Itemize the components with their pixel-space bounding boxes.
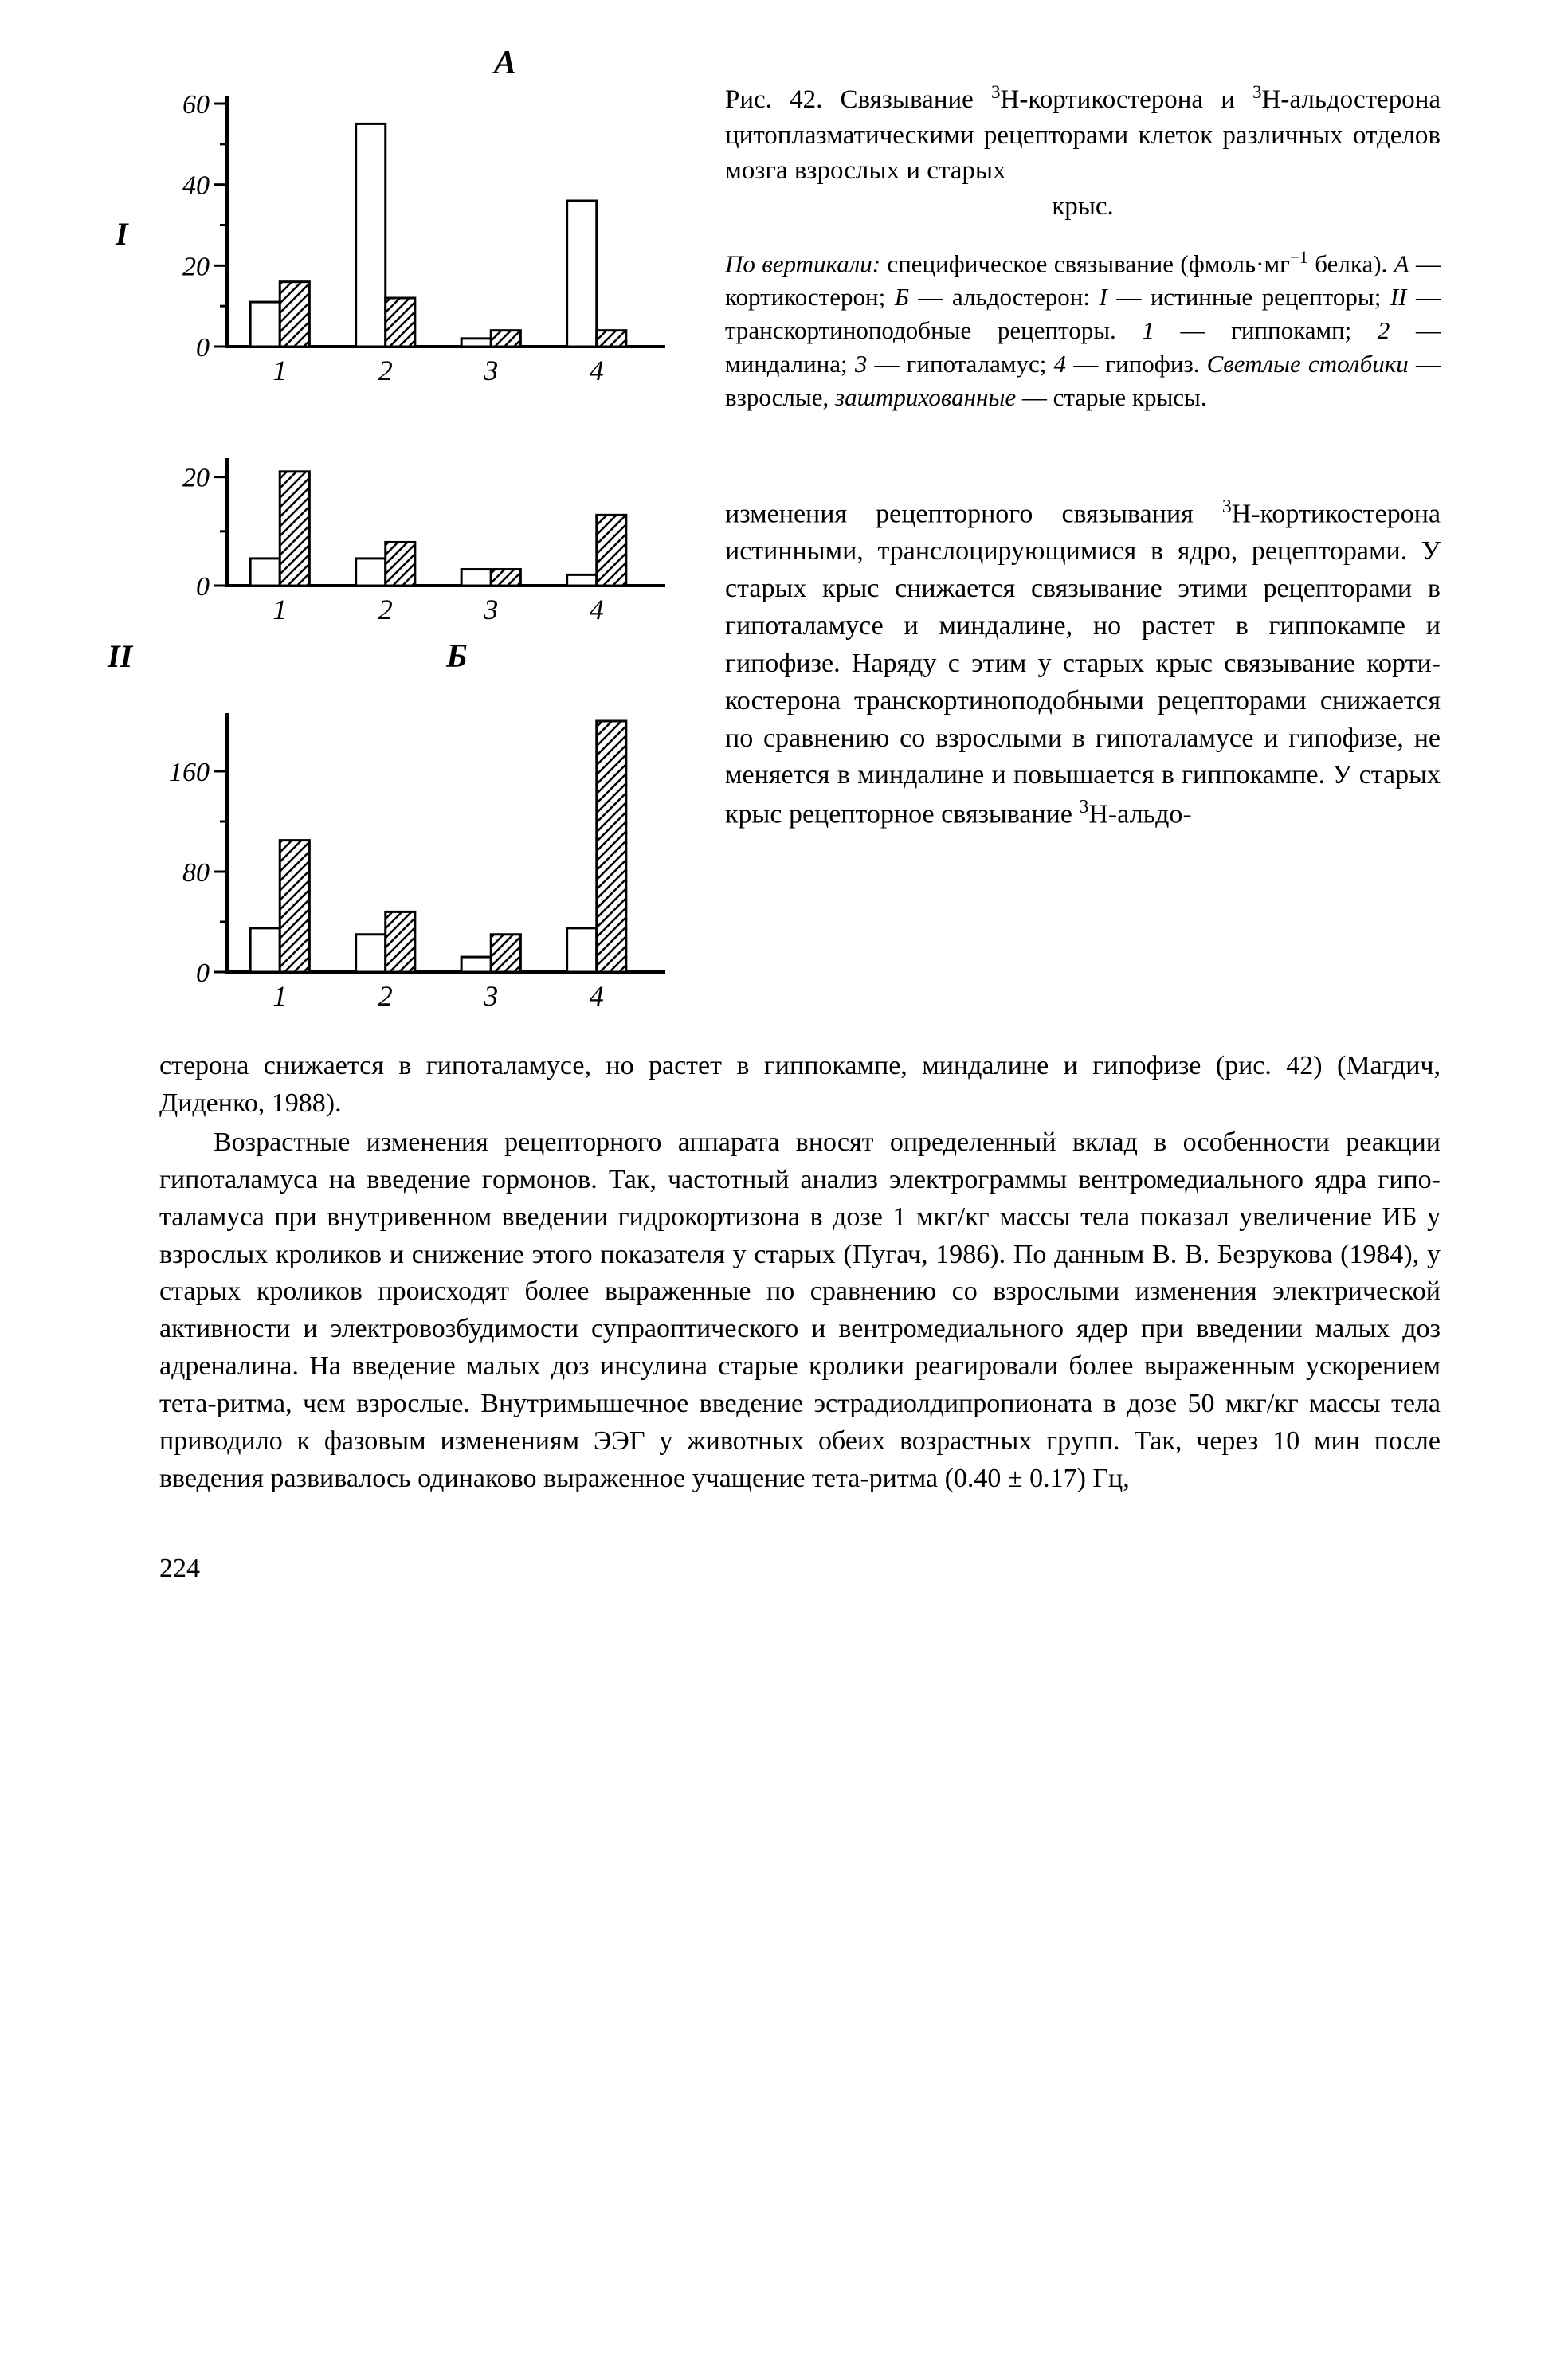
caption-desc-light: Светлые столбики [1207, 350, 1409, 378]
chart-panel-B-top: 0 20 1 2 3 4 [159, 446, 677, 629]
caption-title-center: крыс. [725, 189, 1441, 225]
svg-text:3: 3 [483, 355, 498, 386]
svg-text:4: 4 [590, 980, 604, 1012]
body-paragraph-1-continuation: стерона снижается в гипоталамусе, но рас… [159, 1048, 1441, 1123]
body-wrap-prefix: изменения рецепторного связы­вания [725, 499, 1222, 528]
page-number: 224 [159, 1554, 1441, 1584]
svg-text:40: 40 [182, 171, 210, 201]
svg-text:1: 1 [272, 980, 287, 1012]
caption-title-prefix: Рис. 42. Связывание [725, 85, 991, 114]
body-wrap-sup2: 3 [1079, 797, 1088, 817]
caption-desc-b5: — истин­ные рецепторы; [1107, 283, 1390, 311]
panel-label-A: А [494, 44, 516, 82]
charts-column: I А 02040601234 0201234 [159, 80, 677, 1024]
body-text-wrapped: изменения рецепторного связы­вания 3H-ко… [725, 494, 1441, 834]
chart-svg-A: 0 20 40 60 1 2 3 4 [159, 80, 677, 390]
svg-text:160: 160 [169, 758, 210, 787]
svg-text:0: 0 [196, 959, 210, 988]
svg-text:4: 4 [590, 355, 604, 386]
chart-panel-A: I А 02040601234 [159, 80, 677, 390]
caption-desc-prefix: По вертикали: [725, 250, 880, 278]
caption-desc-b4: — альдостерон: [909, 283, 1099, 311]
figure-caption-title: Рис. 42. Связывание 3H-кортикостеро­на и… [725, 80, 1441, 224]
svg-text:20: 20 [182, 464, 210, 493]
svg-text:1: 1 [272, 594, 287, 625]
svg-text:20: 20 [182, 252, 210, 281]
body-paragraph-2: Возрастные изменения рецепторного аппара… [159, 1124, 1441, 1498]
svg-text:1: 1 [272, 355, 287, 386]
svg-text:2: 2 [378, 355, 393, 386]
chart-labels-mid: II Б [159, 637, 677, 697]
caption-sup-2: 3 [1252, 81, 1262, 102]
caption-desc-3: 3 [855, 350, 868, 378]
caption-desc-b10: — гипофиз. [1066, 350, 1207, 378]
caption-desc-I: I [1100, 283, 1107, 311]
chart-svg-B-bottom: 0 80 160 1 2 3 4 [159, 705, 677, 1016]
figure-caption-description: По вертикали: специфическое связы­вание … [725, 246, 1441, 414]
svg-text:80: 80 [182, 858, 210, 888]
page-container: I А 02040601234 0201234 [159, 80, 1441, 1584]
svg-text:60: 60 [182, 90, 210, 120]
caption-desc-2: 2 [1378, 316, 1390, 344]
caption-title-mid1: H-кортикостеро­на и [1001, 85, 1253, 114]
chart-panel-B-bottom: 0 80 160 1 2 3 4 [159, 705, 677, 1016]
svg-text:4: 4 [590, 594, 604, 625]
caption-and-wrapped-text: Рис. 42. Связывание 3H-кортикостеро­на и… [725, 80, 1441, 834]
caption-sup-1: 3 [991, 81, 1001, 102]
caption-desc-b12: — старые крысы. [1016, 383, 1207, 411]
caption-desc-II: II [1390, 283, 1407, 311]
caption-desc-A: A [1394, 250, 1409, 278]
body-wrap-sup1: 3 [1222, 496, 1232, 517]
svg-text:2: 2 [378, 594, 393, 625]
chart-svg-B-top: 0 20 1 2 3 4 [159, 446, 677, 629]
svg-text:2: 2 [378, 980, 393, 1012]
body-wrap-end: H-альдо- [1088, 800, 1191, 829]
caption-desc-b2: белка). [1308, 250, 1394, 278]
caption-desc-1: 1 [1142, 316, 1154, 344]
panel-label-B: Б [446, 637, 468, 676]
group-label-II: II [108, 637, 132, 675]
svg-text:0: 0 [196, 333, 210, 363]
body-wrap-body: H-кортикостерона истин­ными, транслоциру… [725, 499, 1441, 829]
figure-and-caption: I А 02040601234 0201234 [159, 80, 1441, 1024]
svg-text:3: 3 [483, 980, 498, 1012]
caption-desc-hatched: заштрихованные [835, 383, 1016, 411]
caption-desc-b9: — гипоталамус; [867, 350, 1053, 378]
caption-desc-Blab: Б [895, 283, 909, 311]
caption-desc-b1: специфическое связы­вание (фмоль·мг [880, 250, 1290, 278]
caption-desc-4: 4 [1054, 350, 1067, 378]
svg-text:3: 3 [483, 594, 498, 625]
group-label-I: I [116, 215, 128, 253]
svg-text:0: 0 [196, 572, 210, 602]
caption-desc-sup: −1 [1290, 248, 1308, 267]
caption-desc-b7: — гиппокамп; [1154, 316, 1378, 344]
